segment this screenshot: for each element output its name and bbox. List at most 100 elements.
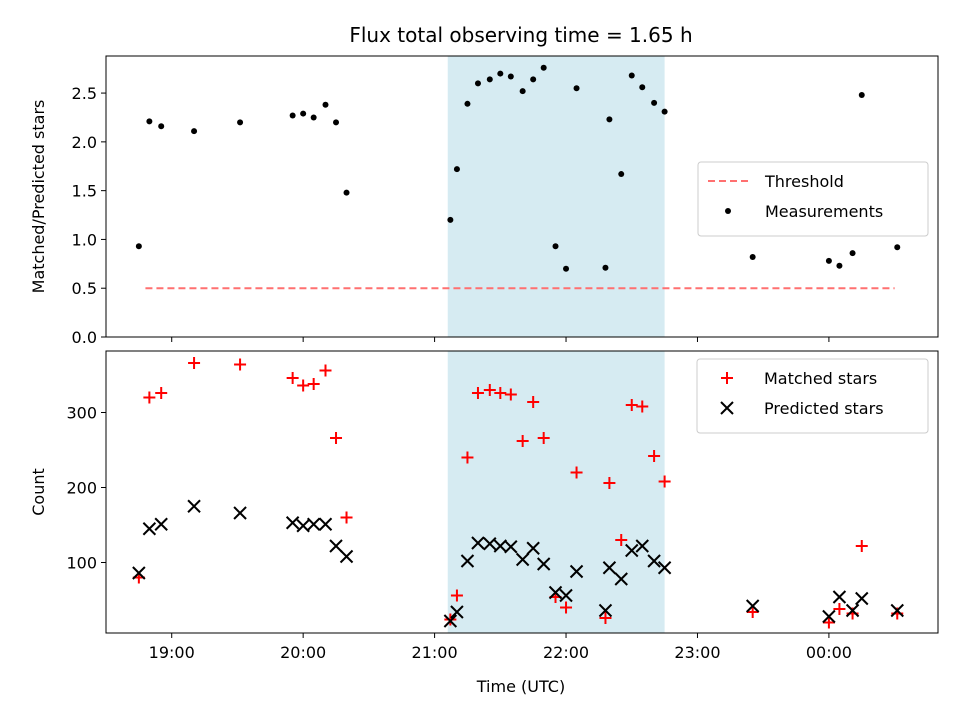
matched-star-point [143, 391, 156, 404]
measurement-point [333, 119, 340, 126]
matched-star-point [603, 477, 616, 489]
matched-star-point [461, 451, 474, 464]
matched-star-point [155, 387, 168, 399]
measurement-point [474, 80, 481, 87]
matched-star-point [188, 357, 201, 369]
legend-box [697, 161, 929, 237]
predicted-star-point [526, 541, 540, 555]
matched-star-point [570, 466, 583, 479]
matched-star-point [822, 616, 835, 629]
predicted-star-point [443, 614, 458, 628]
y-tick-label: 1.0 [72, 230, 97, 249]
matched-star-point [746, 606, 759, 618]
predicted-star-point [296, 519, 310, 533]
matched-star-point [307, 378, 320, 390]
measurement-point [552, 243, 559, 250]
matched-star-point [471, 387, 484, 399]
predicted-star-point [625, 543, 639, 558]
measurement-point [618, 171, 625, 178]
predicted-star-point [657, 561, 672, 575]
legend-label: Threshold [764, 172, 844, 191]
x-tick-label: 21:00 [412, 643, 458, 662]
predicted-star-point [318, 517, 333, 531]
matched-star-point [560, 601, 573, 614]
matched-star-point [234, 358, 247, 371]
x-axis-label: Time (UTC) [476, 677, 565, 696]
matched-star-point [625, 399, 638, 411]
x-tick-label: 00:00 [806, 643, 852, 662]
predicted-star-point [515, 552, 530, 567]
predicted-star-point [745, 599, 760, 613]
legend-label: Predicted stars [764, 399, 884, 418]
measurement-point [289, 112, 296, 119]
measurement-point [563, 265, 570, 272]
measurement-point [749, 253, 756, 260]
measurement-point [858, 92, 865, 99]
highlight-span [447, 351, 665, 633]
x-tick-label: 22:00 [543, 643, 589, 662]
highlight-span [447, 56, 665, 337]
predicted-star-point [154, 517, 168, 531]
predicted-star-point [285, 516, 300, 530]
legend-label: Matched stars [764, 369, 877, 388]
matched-star-point [527, 396, 540, 408]
measurement-point [628, 72, 635, 79]
matched-star-point [494, 387, 507, 399]
predicted-star-point [598, 603, 613, 618]
measurement-point [310, 114, 317, 121]
predicted-star-point [493, 539, 508, 553]
y-tick-label: 100 [66, 554, 97, 573]
y-tick-label: 300 [66, 404, 97, 423]
legend-matched-key [721, 372, 733, 384]
y-tick-label: 1.5 [72, 182, 97, 201]
chart-title: Flux total observing time = 1.65 h [349, 23, 692, 47]
matched-star-point [297, 379, 310, 392]
measurement-point [191, 128, 198, 135]
measurement-point [507, 73, 514, 80]
y-tick-label: 2.0 [72, 133, 97, 152]
y-tick-label: 0.0 [72, 328, 97, 347]
measurement-point [497, 70, 504, 77]
predicted-star-point [471, 536, 485, 550]
x-tick-label: 23:00 [674, 643, 720, 662]
matched-star-point [855, 540, 868, 552]
measurement-point [602, 264, 609, 271]
measurement-point [300, 110, 307, 117]
predicted-star-point [855, 591, 869, 606]
measurement-point [146, 118, 153, 125]
measurement-point [540, 64, 547, 71]
plot-frame [105, 350, 939, 634]
matched-star-point [330, 432, 343, 444]
matched-star-point [340, 511, 353, 524]
measurement-point [661, 108, 668, 115]
measurement-point [651, 99, 658, 106]
legend: Matched stars Predicted stars [696, 358, 929, 434]
legend: Threshold Measurements [697, 161, 929, 237]
predicted-star-point [536, 557, 551, 571]
legend-measurement-key [725, 208, 731, 214]
count-panel: 100 200 300 19:00 20:00 21:00 22:00 23:00 00:00 C… [29, 350, 939, 662]
measurement-point [135, 243, 142, 250]
predicted-star-point [339, 549, 354, 564]
measurement-point [158, 123, 165, 130]
matched-star-point [636, 400, 649, 413]
y-tick-label: 200 [66, 479, 97, 498]
measurement-point [530, 76, 537, 83]
matched-star-point [599, 612, 612, 624]
predicted-star-point [559, 588, 573, 603]
predicted-star-point [329, 539, 343, 553]
predicted-star-point [647, 554, 661, 568]
matched-star-point [444, 613, 457, 626]
predicted-star-point [845, 603, 860, 618]
matched-star-point [319, 364, 332, 377]
measurement-point [237, 119, 244, 126]
matched-star-point [483, 384, 496, 396]
predicted-star-point [460, 554, 475, 568]
matched-star-point [648, 450, 661, 462]
measurement-point [447, 216, 454, 223]
legend-box [696, 358, 929, 434]
measurement-point [836, 262, 843, 269]
measurement-point [825, 257, 832, 264]
matched-star-point [658, 475, 671, 488]
